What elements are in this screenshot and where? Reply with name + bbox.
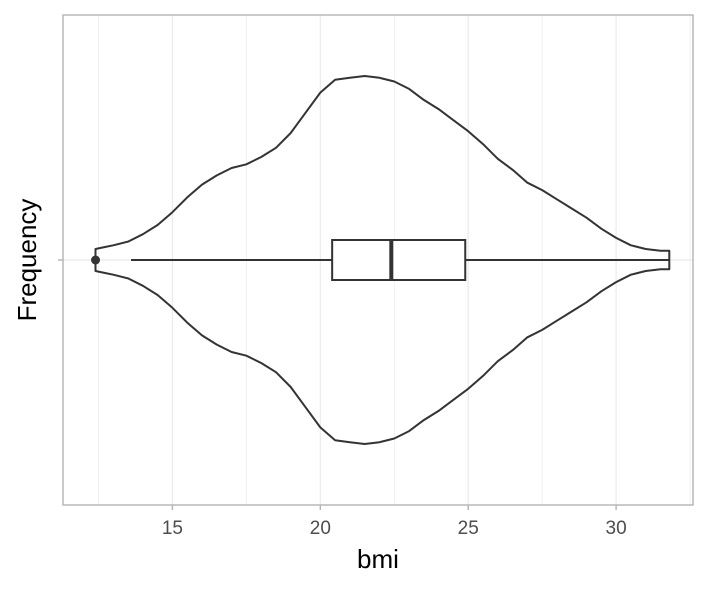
y-axis-title: Frequency [12,199,42,322]
x-tick-label: 25 [458,518,479,539]
mark-layer [91,75,671,445]
tick-layer: 15 20 25 30 [58,259,627,539]
x-axis-title: bmi [357,544,399,574]
outlier-point [91,255,101,265]
x-tick-label: 15 [162,518,183,539]
x-tick-label: 30 [606,518,627,539]
violin-shape [94,75,671,445]
iqr-box [331,239,467,281]
x-tick-label: 20 [310,518,331,539]
